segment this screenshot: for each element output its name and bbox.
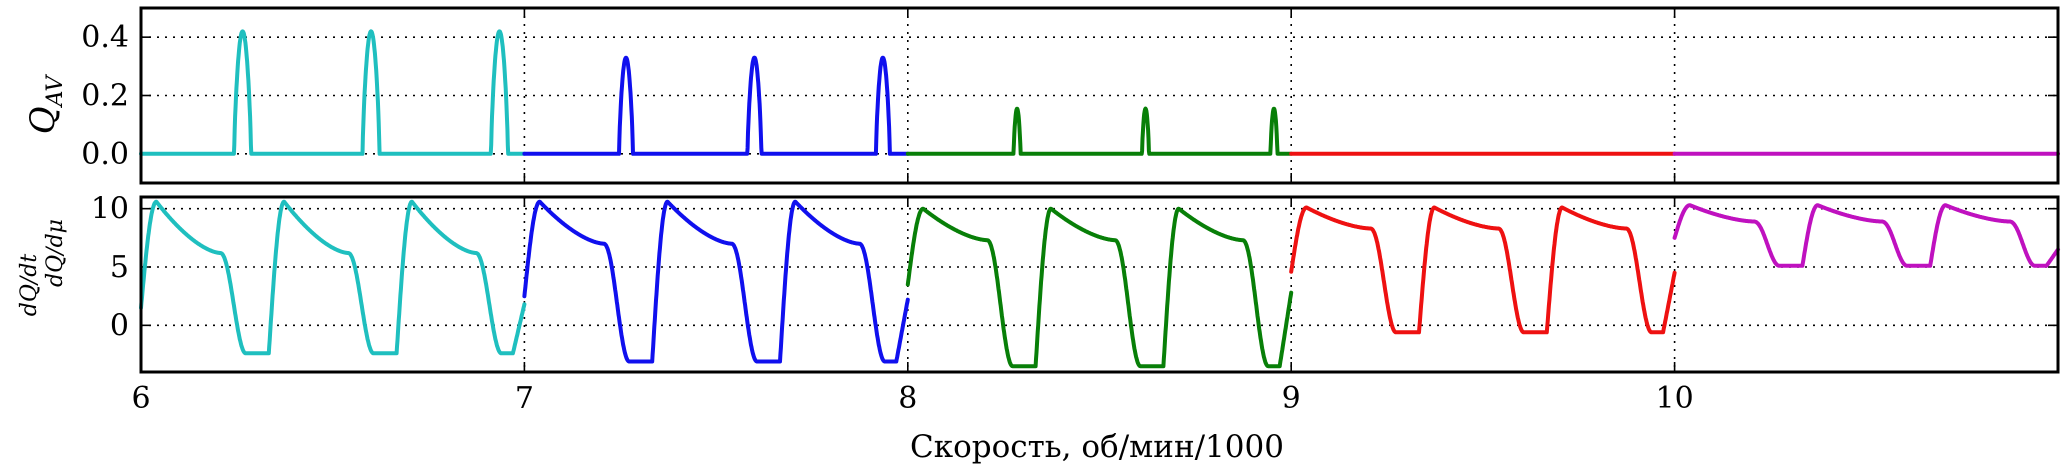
series-qav-8-9	[905, 106, 1294, 156]
series-qav-6-7	[139, 29, 527, 156]
xtick-label: 8	[898, 381, 917, 416]
series-deriv-8-9	[905, 206, 1294, 369]
top-ylabel: QAV	[23, 74, 68, 135]
xtick-label: 9	[1282, 381, 1301, 416]
top-panel: 0.0 0.2 0.4	[81, 6, 2060, 185]
ytick-label: 0.0	[81, 137, 129, 172]
xtick-label: 6	[131, 381, 150, 416]
bottom-ylabel-left-text: dQ/dt	[17, 254, 42, 317]
ytick-label: 0.4	[81, 20, 129, 55]
top-ylabel-sub: AV	[43, 74, 68, 109]
series-qav-7-8	[522, 55, 910, 156]
ytick-label: 0	[110, 308, 129, 343]
ytick-label: 0.2	[81, 79, 129, 114]
bottom-ylabel-left: dQ/dt	[17, 254, 42, 317]
x-axis-label: Скорость, об/мин/1000	[910, 429, 1284, 465]
top-panel-frame	[139, 6, 2060, 185]
x-axis: 6 7 8 9 10	[131, 381, 1693, 416]
bottom-ylabel-right: dQ/dμ	[43, 219, 68, 287]
bottom-panel-frame	[139, 195, 2060, 374]
xtick-label: 10	[1656, 381, 1694, 416]
top-ylabel-main: Q	[23, 106, 63, 134]
series-deriv-6-7	[139, 199, 527, 356]
series-deriv-10-11	[1672, 203, 2060, 268]
series-deriv-9-10	[1289, 205, 1677, 335]
ytick-label: 10	[91, 192, 129, 227]
bottom-panel: 0 5 10	[91, 192, 2060, 374]
series-deriv-7-8	[522, 199, 910, 364]
ytick-label: 5	[110, 250, 129, 285]
xtick-label: 7	[515, 381, 534, 416]
bottom-ylabel-right-text: dQ/dμ	[43, 219, 68, 287]
